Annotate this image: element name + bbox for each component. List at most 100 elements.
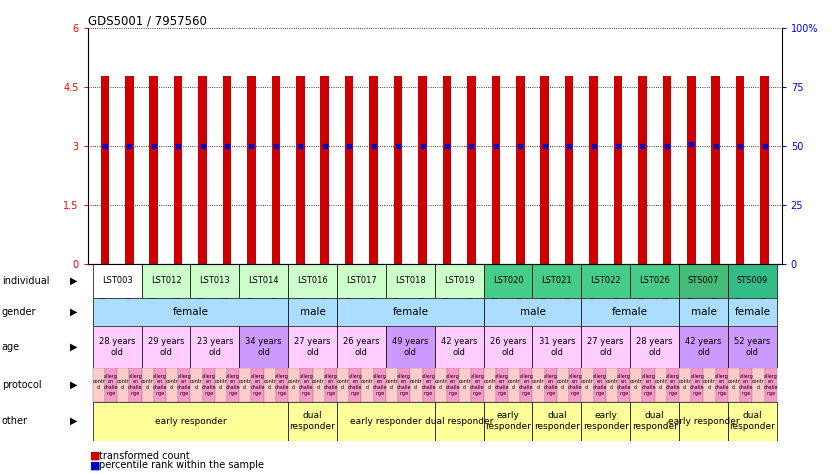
- Bar: [565, 75, 573, 264]
- Text: allerg
en
challe
nge: allerg en challe nge: [250, 374, 265, 396]
- Text: LST019: LST019: [444, 276, 475, 285]
- Bar: [239, 368, 252, 401]
- Text: allerg
en
challe
nge: allerg en challe nge: [421, 374, 436, 396]
- Bar: [728, 298, 777, 326]
- Text: GDS5001 / 7957560: GDS5001 / 7957560: [88, 14, 206, 27]
- Bar: [760, 75, 769, 264]
- Text: allerg
en
challe
nge: allerg en challe nge: [470, 374, 485, 396]
- Bar: [93, 401, 288, 441]
- Bar: [374, 368, 386, 401]
- Text: allerg
en
challe
nge: allerg en challe nge: [397, 374, 411, 396]
- Bar: [728, 326, 777, 368]
- Bar: [703, 368, 716, 401]
- Text: dual
responder: dual responder: [534, 411, 580, 431]
- Bar: [638, 75, 647, 264]
- Point: [513, 143, 527, 150]
- Text: transformed count: transformed count: [99, 451, 190, 461]
- Text: dual
responder: dual responder: [632, 411, 677, 431]
- Text: contr
ol: contr ol: [190, 379, 203, 390]
- Text: 26 years
old: 26 years old: [490, 337, 527, 356]
- Bar: [581, 326, 630, 368]
- Text: early
responder: early responder: [485, 411, 531, 431]
- Text: 28 years
old: 28 years old: [99, 337, 135, 356]
- Text: contr
ol: contr ol: [239, 379, 252, 390]
- Text: allerg
en
challe
nge: allerg en challe nge: [201, 374, 216, 396]
- Text: 27 years
old: 27 years old: [588, 337, 624, 356]
- Point: [221, 143, 234, 150]
- Bar: [337, 298, 483, 326]
- Text: LST012: LST012: [150, 276, 181, 285]
- Bar: [104, 368, 117, 401]
- Bar: [130, 368, 141, 401]
- Bar: [508, 368, 520, 401]
- Text: 52 years
old: 52 years old: [734, 337, 771, 356]
- Text: 28 years
old: 28 years old: [636, 337, 673, 356]
- Text: contr
ol: contr ol: [337, 379, 349, 390]
- Point: [441, 143, 454, 150]
- Text: gender: gender: [2, 307, 36, 317]
- Bar: [239, 326, 288, 368]
- Text: dual responder: dual responder: [425, 417, 493, 426]
- Bar: [394, 75, 402, 264]
- Bar: [728, 264, 777, 298]
- Text: ▶: ▶: [70, 380, 77, 390]
- Bar: [606, 368, 618, 401]
- Bar: [545, 368, 557, 401]
- Text: allerg
en
challe
nge: allerg en challe nge: [177, 374, 191, 396]
- Bar: [272, 75, 280, 264]
- Text: contr
ol: contr ol: [385, 379, 399, 390]
- Bar: [472, 368, 483, 401]
- Text: ▶: ▶: [70, 416, 77, 426]
- Text: contr
ol: contr ol: [263, 379, 276, 390]
- Bar: [569, 368, 581, 401]
- Bar: [191, 264, 239, 298]
- Bar: [467, 75, 476, 264]
- Bar: [679, 368, 691, 401]
- Bar: [398, 368, 410, 401]
- Bar: [410, 368, 422, 401]
- Bar: [324, 368, 337, 401]
- Text: contr
ol: contr ol: [410, 379, 423, 390]
- Text: dual
responder: dual responder: [729, 411, 775, 431]
- Bar: [581, 368, 594, 401]
- Text: contr
ol: contr ol: [312, 379, 325, 390]
- Bar: [679, 326, 728, 368]
- Bar: [166, 368, 178, 401]
- Bar: [630, 401, 679, 441]
- Bar: [141, 326, 191, 368]
- Bar: [642, 368, 655, 401]
- Text: allerg
en
challe
nge: allerg en challe nge: [593, 374, 607, 396]
- Text: allerg
en
challe
nge: allerg en challe nge: [275, 374, 289, 396]
- Text: dual
responder: dual responder: [289, 411, 335, 431]
- Text: contr
ol: contr ol: [215, 379, 227, 390]
- Text: 23 years
old: 23 years old: [196, 337, 233, 356]
- Bar: [435, 326, 483, 368]
- Text: 42 years
old: 42 years old: [686, 337, 721, 356]
- Text: female: female: [612, 307, 648, 317]
- Text: LST014: LST014: [248, 276, 279, 285]
- Bar: [663, 75, 671, 264]
- Text: allerg
en
challe
nge: allerg en challe nge: [348, 374, 363, 396]
- Point: [293, 143, 307, 150]
- Bar: [386, 368, 398, 401]
- Text: contr
ol: contr ol: [703, 379, 716, 390]
- Text: allerg
en
challe
nge: allerg en challe nge: [446, 374, 461, 396]
- Bar: [422, 368, 435, 401]
- Bar: [320, 75, 329, 264]
- Bar: [288, 401, 337, 441]
- Text: early responder: early responder: [155, 417, 227, 426]
- Bar: [557, 368, 569, 401]
- Bar: [716, 368, 728, 401]
- Text: allerg
en
challe
nge: allerg en challe nge: [543, 374, 558, 396]
- Bar: [202, 368, 215, 401]
- Bar: [227, 368, 239, 401]
- Bar: [191, 368, 202, 401]
- Bar: [483, 326, 533, 368]
- Bar: [752, 368, 765, 401]
- Text: LST017: LST017: [346, 276, 377, 285]
- Bar: [93, 298, 288, 326]
- Text: allerg
en
challe
nge: allerg en challe nge: [299, 374, 314, 396]
- Bar: [435, 401, 483, 441]
- Text: allerg
en
challe
nge: allerg en challe nge: [495, 374, 509, 396]
- Text: 29 years
old: 29 years old: [148, 337, 184, 356]
